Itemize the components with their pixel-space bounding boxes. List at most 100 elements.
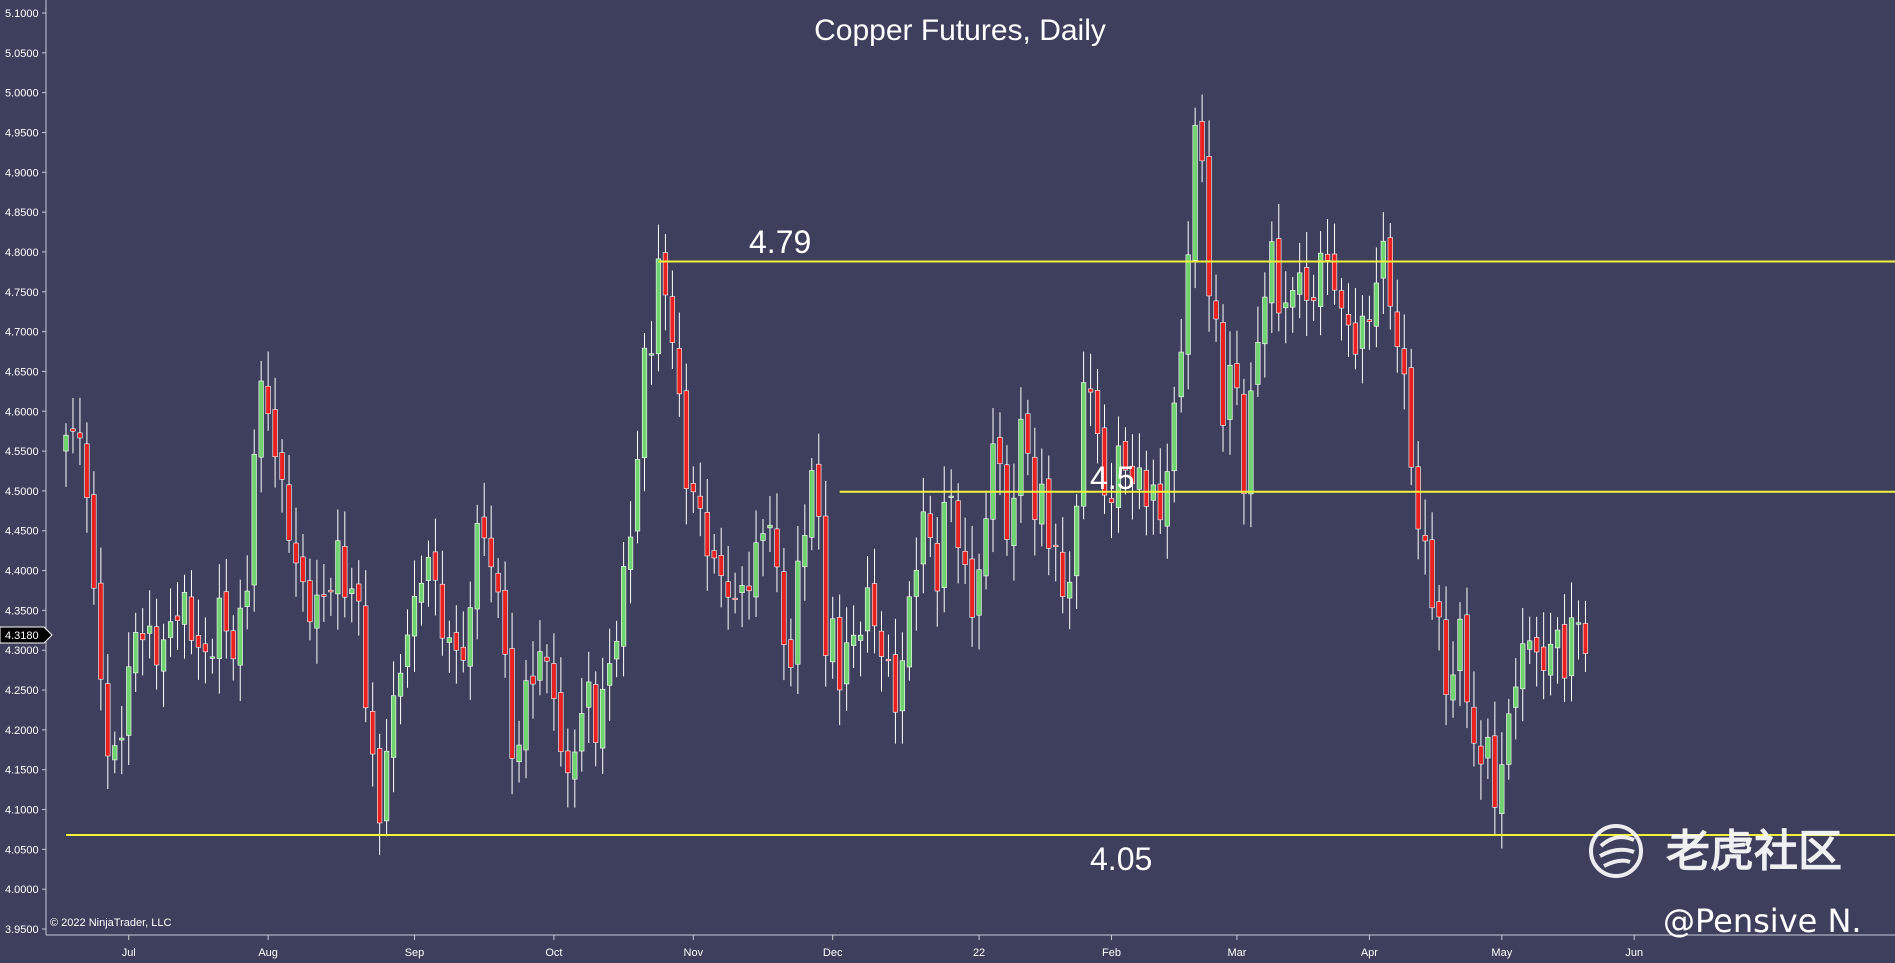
candle-body-bearish xyxy=(969,558,975,618)
candle-body-bullish xyxy=(1373,282,1379,327)
candle-body-bearish xyxy=(837,617,843,691)
candle-body-bearish xyxy=(997,437,1003,465)
y-tick-label: 4.3000 xyxy=(5,645,39,657)
y-tick-label: 4.9000 xyxy=(5,167,39,179)
candle-body-bearish xyxy=(1311,297,1317,301)
level-label-4.05: 4.05 xyxy=(1090,841,1152,877)
candle-body-bullish xyxy=(390,695,397,758)
x-tick-label: Feb xyxy=(1102,947,1121,959)
x-tick-label: Nov xyxy=(684,947,704,959)
chart-title: Copper Futures, Daily xyxy=(814,14,1106,47)
candle-body-bearish xyxy=(230,630,236,660)
y-tick-label: 4.8000 xyxy=(5,247,39,259)
candle-body-bullish xyxy=(1506,713,1512,765)
candle-body-bearish xyxy=(781,571,787,645)
candle-body-bullish xyxy=(1527,640,1533,650)
candle-body-bearish xyxy=(1087,388,1094,393)
y-tick-label: 5.0500 xyxy=(5,48,39,60)
candle-body-bullish xyxy=(802,535,808,568)
candle-body-bullish xyxy=(1164,471,1170,527)
current-price-tag: 4.3180 xyxy=(0,626,53,644)
x-tick-label: Aug xyxy=(258,947,278,959)
candle-body-bearish xyxy=(871,583,878,627)
candle-body-bullish xyxy=(258,380,264,458)
author-signature: @Pensive N. xyxy=(1663,902,1862,940)
candle-body-bearish xyxy=(300,556,306,583)
candle-body-bearish xyxy=(98,582,104,680)
candle-body-bearish xyxy=(1046,478,1052,549)
candle-body-bearish xyxy=(885,658,892,662)
candle-body-bullish xyxy=(1520,643,1526,690)
candle-body-bearish xyxy=(1401,348,1407,375)
candle-body-bearish xyxy=(140,633,146,641)
candle-body-bearish xyxy=(1143,469,1149,507)
candle-body-bearish xyxy=(544,656,550,662)
candle-body-bullish xyxy=(160,639,167,672)
candle-body-bullish xyxy=(1297,272,1303,295)
candle-body-bearish xyxy=(955,500,961,549)
candle-body-bearish xyxy=(1304,267,1310,301)
candle-body-bullish xyxy=(446,637,452,643)
candle-body-bullish xyxy=(1067,581,1073,599)
candle-body-bearish xyxy=(718,555,724,576)
candle-body-bearish xyxy=(70,428,76,432)
y-tick-label: 4.3500 xyxy=(5,605,39,617)
candle-body-bullish xyxy=(941,501,947,588)
candle-body-bullish xyxy=(990,443,996,520)
candle-body-bearish xyxy=(1443,619,1449,696)
candle-body-bullish xyxy=(600,688,606,749)
y-tick-label: 4.7000 xyxy=(5,327,39,339)
candle-body-bearish xyxy=(202,643,209,653)
copyright-text: © 2022 NinjaTrader, LLC xyxy=(50,917,171,929)
candle-body-bearish xyxy=(272,409,278,458)
current-price-value: 4.3180 xyxy=(5,630,39,642)
y-tick-label: 4.4000 xyxy=(5,566,39,578)
candle-body-bullish xyxy=(181,591,188,625)
candle-body-bearish xyxy=(878,630,885,657)
candle-body-bearish xyxy=(934,543,940,592)
candle-body-bearish xyxy=(1324,253,1331,261)
candle-body-bearish xyxy=(1345,314,1352,326)
candle-body-bearish xyxy=(439,583,445,639)
candle-body-bearish xyxy=(662,252,669,296)
candle-body-bearish xyxy=(154,626,160,666)
candle-body-bearish xyxy=(892,654,899,713)
candle-body-bearish xyxy=(188,596,195,641)
candle-body-bullish xyxy=(112,745,118,761)
y-tick-label: 5.0000 xyxy=(5,88,39,100)
candle-body-bullish xyxy=(739,585,745,594)
candle-body-bullish xyxy=(133,632,139,674)
candle-body-bearish xyxy=(307,580,313,623)
y-tick-label: 4.1500 xyxy=(5,765,39,777)
candle-body-bearish xyxy=(1338,290,1345,309)
candle-body-bullish xyxy=(1115,445,1122,508)
logo-inner-stripes xyxy=(1599,835,1635,868)
candle-body-bearish xyxy=(690,483,696,493)
candle-body-bullish xyxy=(1192,124,1198,261)
candle-body-bearish xyxy=(1213,300,1219,320)
candle-body-bearish xyxy=(195,635,202,648)
candle-body-bullish xyxy=(899,660,905,712)
candle-body-bearish xyxy=(481,516,487,539)
candle-body-bearish xyxy=(1422,535,1428,542)
candle-body-bearish xyxy=(286,484,292,541)
candle-body-bearish xyxy=(1561,624,1568,679)
x-tick-label: Mar xyxy=(1227,947,1246,959)
candle-body-bullish xyxy=(251,453,257,586)
candle-body-bearish xyxy=(502,589,508,655)
candle-body-bullish xyxy=(216,597,222,659)
candle-body-bearish xyxy=(1241,393,1247,495)
candle-body-bullish xyxy=(1450,674,1456,701)
candle-body-bullish xyxy=(767,524,773,529)
candle-body-bearish xyxy=(816,463,822,517)
candle-body-bearish xyxy=(551,663,557,699)
candle-body-bearish xyxy=(669,296,675,343)
candle-body-bearish xyxy=(453,632,459,651)
y-tick-label: 4.0000 xyxy=(5,884,39,896)
candle-body-bullish xyxy=(349,588,355,594)
x-tick-label: Oct xyxy=(545,947,562,959)
candle-body-bullish xyxy=(648,353,655,356)
candle-body-bullish xyxy=(620,566,627,647)
candle-body-bullish xyxy=(425,556,432,581)
candle-body-bearish xyxy=(356,583,362,602)
